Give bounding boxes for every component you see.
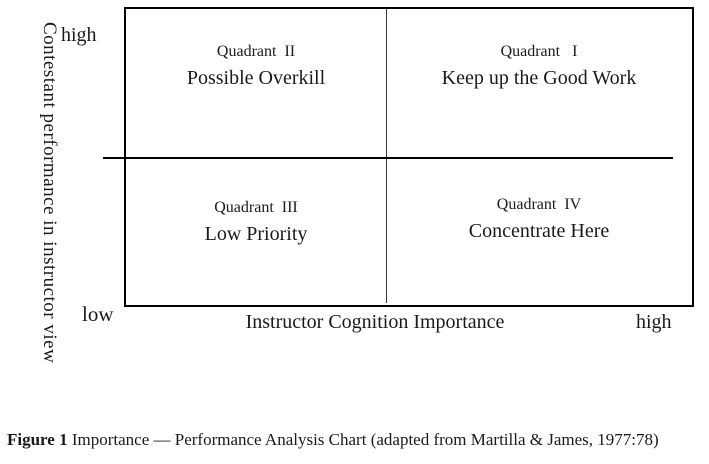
- quadrant-1-subtitle: Keep up the Good Work: [441, 67, 637, 89]
- quadrant-2-title: Quadrant II: [216, 43, 296, 60]
- x-axis-low-tick: low: [82, 302, 114, 326]
- quadrant-3-cell: Quadrant III Low Priority: [126, 198, 386, 246]
- quadrant-4-subtitle: Concentrate Here: [468, 220, 610, 242]
- x-axis-high-tick: high: [636, 311, 672, 333]
- quadrant-1-title: Quadrant I: [500, 43, 578, 60]
- quadrant-3-subtitle: Low Priority: [204, 223, 308, 245]
- quadrant-vertical-divider-line: [386, 9, 387, 303]
- figure-caption-text: Importance — Performance Analysis Chart …: [67, 430, 659, 449]
- quadrant-2-subtitle: Possible Overkill: [186, 67, 326, 89]
- quadrant-4-title: Quadrant IV: [496, 196, 582, 213]
- figure-caption: Figure 1 Importance — Performance Analys…: [7, 430, 707, 450]
- quadrant-horizontal-axis-line: [103, 157, 673, 159]
- figure-caption-label: Figure 1: [7, 430, 68, 449]
- quadrant-4-cell: Quadrant IV Concentrate Here: [388, 195, 690, 243]
- quadrant-3-title: Quadrant III: [214, 199, 298, 216]
- quadrant-2-cell: Quadrant II Possible Overkill: [126, 42, 386, 90]
- quadrant-1-cell: Quadrant I Keep up the Good Work: [388, 42, 690, 90]
- y-axis-label: Contestant performance in instructor vie…: [39, 22, 60, 364]
- y-axis-high-tick: high: [61, 24, 97, 46]
- x-axis-label: Instructor Cognition Importance: [245, 311, 505, 333]
